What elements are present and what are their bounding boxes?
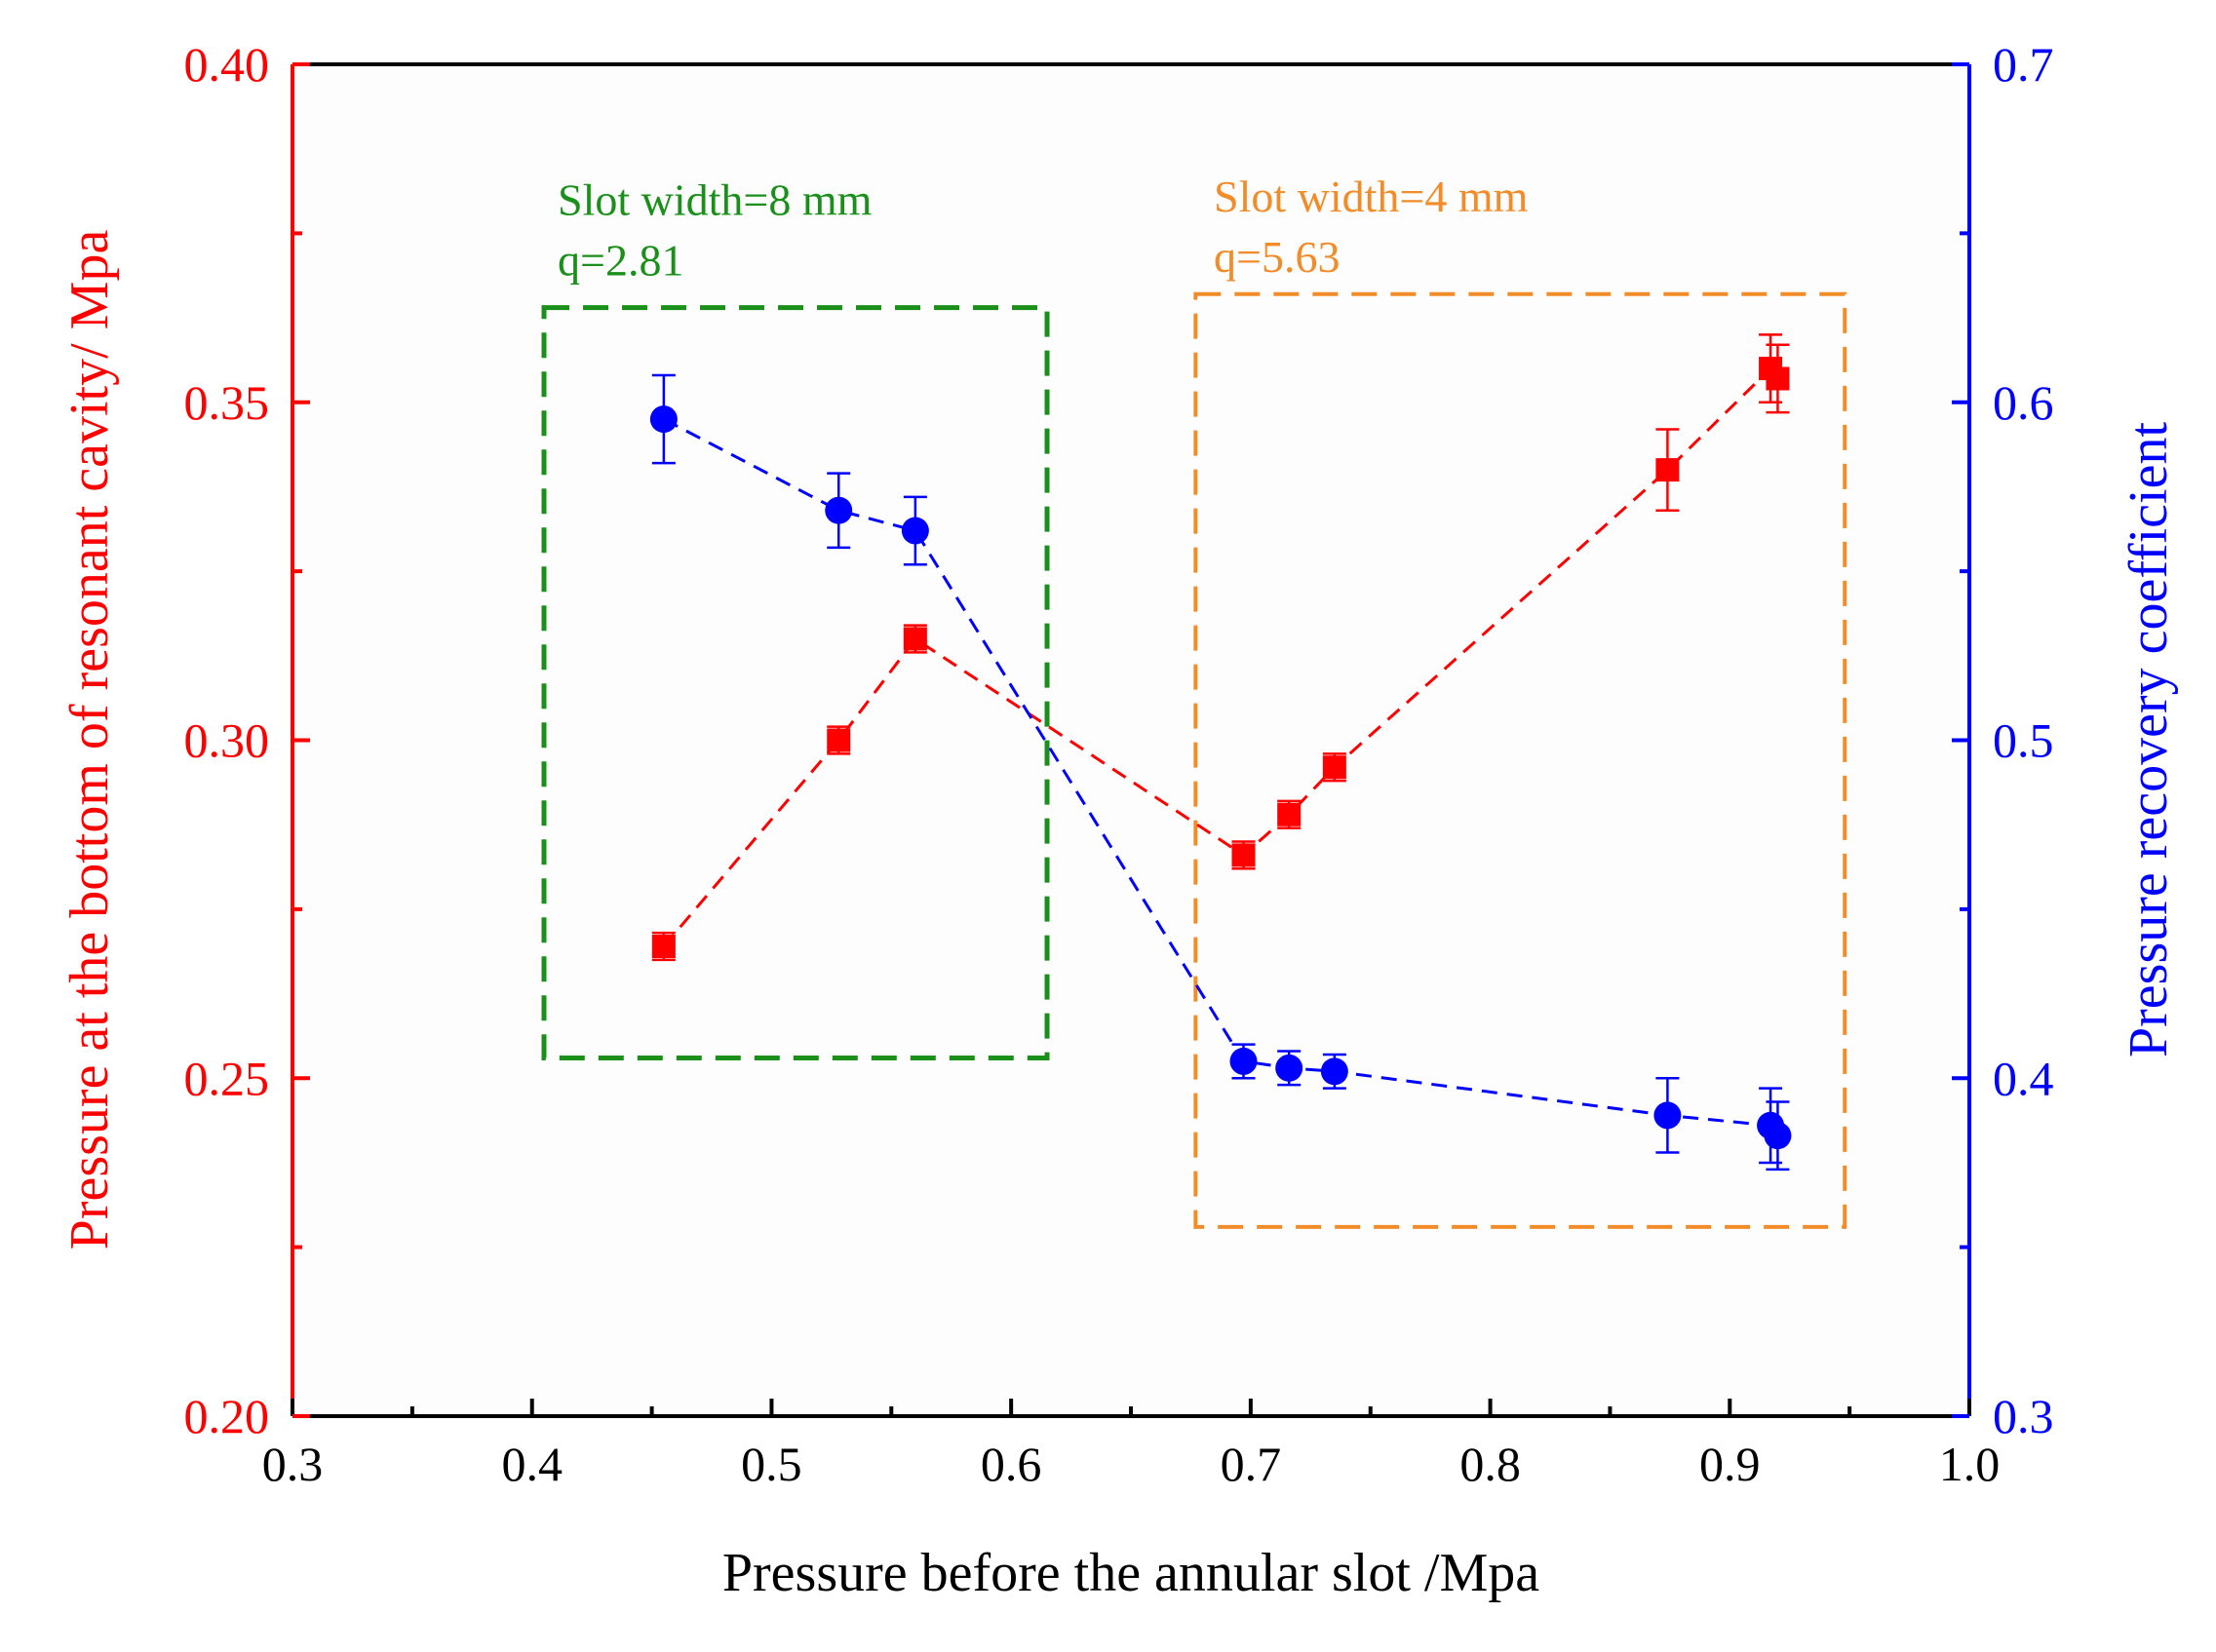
series-1-point xyxy=(1275,1054,1303,1082)
series-0-point xyxy=(1655,458,1680,482)
x-tick-label: 0.3 xyxy=(262,1437,324,1491)
series-1-point xyxy=(1229,1047,1258,1075)
series-0-point xyxy=(827,728,851,752)
series-0-point xyxy=(1322,755,1346,780)
annotation-8mm-line2: q=2.81 xyxy=(558,236,683,286)
y-right-tick-label: 0.5 xyxy=(1993,713,2054,768)
annotation-box-4mm xyxy=(1193,291,1847,1229)
x-tick-label: 0.9 xyxy=(1699,1437,1761,1491)
series-1-point xyxy=(1653,1101,1682,1130)
series-1-point xyxy=(649,405,678,434)
series-layer xyxy=(649,333,1792,1172)
series-0-point xyxy=(651,935,676,959)
x-tick-label: 0.8 xyxy=(1459,1437,1521,1491)
x-axis-label: Pressure before the annular slot /Mpa xyxy=(722,1543,1539,1603)
x-tick-label: 0.6 xyxy=(981,1437,1042,1491)
annotation-4mm-line2: q=5.63 xyxy=(1214,232,1340,282)
x-tick-label: 1.0 xyxy=(1939,1437,2001,1491)
y-right-axis-label: Pressure recovery coefficient xyxy=(2119,422,2179,1057)
y-right-tick-label: 0.3 xyxy=(1993,1389,2054,1443)
series-0-point xyxy=(1231,843,1256,867)
y-left-ticks: 0.20 0.25 0.30 0.35 0.40 xyxy=(184,37,310,1443)
series-1-point xyxy=(1764,1122,1792,1150)
series-1-point xyxy=(1320,1057,1348,1086)
y-left-tick-label: 0.35 xyxy=(184,375,270,430)
series-0-point xyxy=(1766,366,1790,391)
y-left-tick-label: 0.25 xyxy=(184,1051,270,1105)
y-right-tick-label: 0.6 xyxy=(1993,375,2054,430)
y-left-tick-label: 0.30 xyxy=(184,713,270,768)
x-tick-label: 0.7 xyxy=(1221,1437,1282,1491)
y-left-tick-label: 0.20 xyxy=(184,1389,270,1443)
x-tick-label: 0.4 xyxy=(501,1437,563,1491)
y-left-tick-label: 0.40 xyxy=(184,37,270,92)
y-right-tick-label: 0.4 xyxy=(1993,1051,2054,1105)
series-1-point xyxy=(825,496,853,524)
annotations: Slot width=8 mm q=2.81 Slot width=4 mm q… xyxy=(541,172,1847,1229)
annotation-box-8mm xyxy=(541,305,1050,1060)
x-ticks: 0.3 0.4 0.5 0.6 0.7 0.8 0.9 1.0 xyxy=(262,1399,2001,1491)
x-tick-label: 0.5 xyxy=(741,1437,802,1491)
y-right-ticks: 0.3 0.4 0.5 0.6 0.7 xyxy=(1952,37,2054,1443)
y-right-tick-label: 0.7 xyxy=(1993,37,2054,92)
plot-area xyxy=(292,64,1969,1416)
series-0-point xyxy=(903,627,927,651)
series-1-point xyxy=(901,517,929,545)
y-left-axis-label: Pressure at the bottom of resonant cavit… xyxy=(59,230,120,1250)
annotation-8mm-line1: Slot width=8 mm xyxy=(558,175,873,225)
series-0-point xyxy=(1277,802,1302,826)
annotation-4mm-line1: Slot width=4 mm xyxy=(1214,172,1529,221)
